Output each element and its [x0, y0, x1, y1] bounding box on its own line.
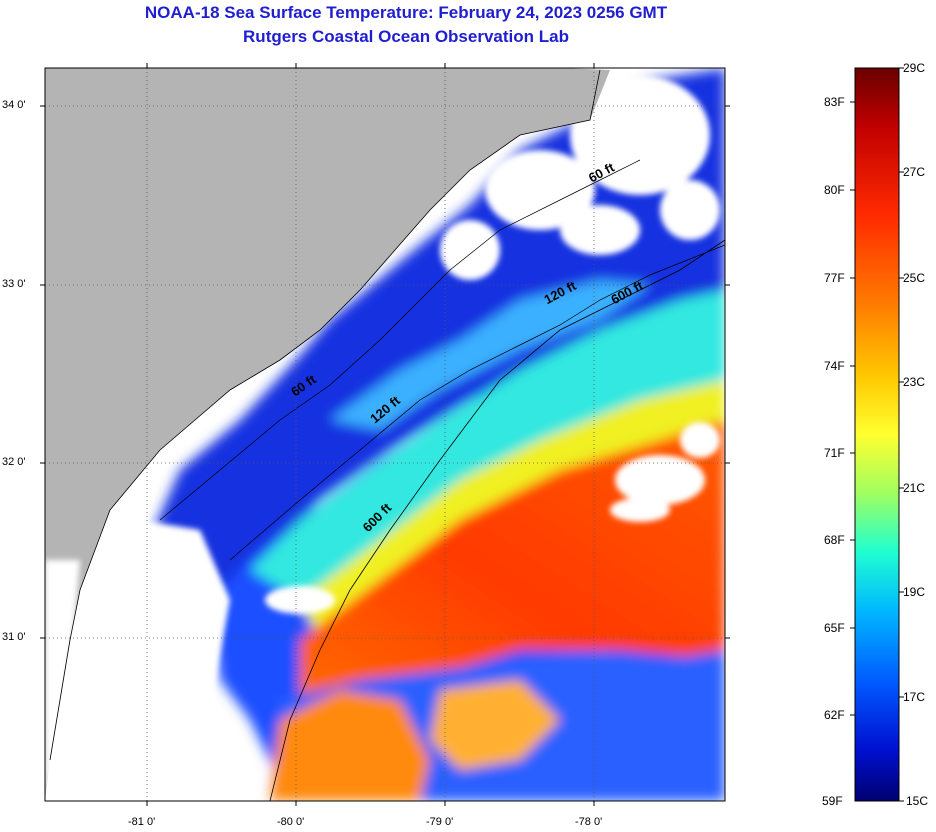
isobath-600ft [269, 239, 725, 801]
lon-label-79: -79 0' [426, 816, 454, 828]
lon-label-80: -80 0' [277, 816, 305, 828]
cb-f-71: 71F [824, 446, 845, 460]
lon-label-78: -78 0' [575, 816, 603, 828]
axis-ticks [40, 63, 730, 806]
lat-label-31: 31 0' [2, 631, 26, 643]
coastline [49, 69, 601, 761]
cb-c-17: 17C [903, 690, 926, 704]
cb-f-80: 80F [824, 183, 845, 197]
colorbar-ticks [850, 67, 904, 802]
lat-label-32: 32 0' [2, 456, 26, 468]
map-plot-area [45, 68, 725, 801]
cb-f-59: 59F [822, 794, 843, 808]
cb-c-25: 25C [903, 271, 926, 285]
cb-c-23: 23C [903, 375, 926, 389]
cb-f-74: 74F [824, 359, 845, 373]
lat-label-34: 34 0' [2, 99, 26, 111]
lat-label-33: 33 0' [2, 278, 26, 290]
land-area [45, 68, 610, 801]
cb-f-83: 83F [824, 95, 845, 109]
cb-f-62: 62F [824, 708, 845, 722]
cb-c-15: 15C [906, 794, 929, 808]
colorbar [854, 67, 900, 802]
map-subtitle: Rutgers Coastal Ocean Observation Lab [243, 27, 569, 46]
cb-c-29: 29C [903, 61, 926, 75]
cb-f-65: 65F [824, 621, 845, 635]
cb-c-27: 27C [903, 165, 926, 179]
sst-field [140, 68, 725, 801]
cb-f-68: 68F [824, 533, 845, 547]
cb-c-19: 19C [903, 585, 926, 599]
grid-lines [45, 68, 725, 801]
map-title: NOAA-18 Sea Surface Temperature: Februar… [144, 3, 668, 22]
cb-f-77: 77F [824, 271, 845, 285]
lon-label-81: -81 0' [128, 816, 156, 828]
cloud-patches [265, 75, 720, 614]
isobath-60ft [159, 159, 641, 521]
isobath-120ft [229, 244, 725, 561]
cb-c-21: 21C [903, 481, 926, 495]
